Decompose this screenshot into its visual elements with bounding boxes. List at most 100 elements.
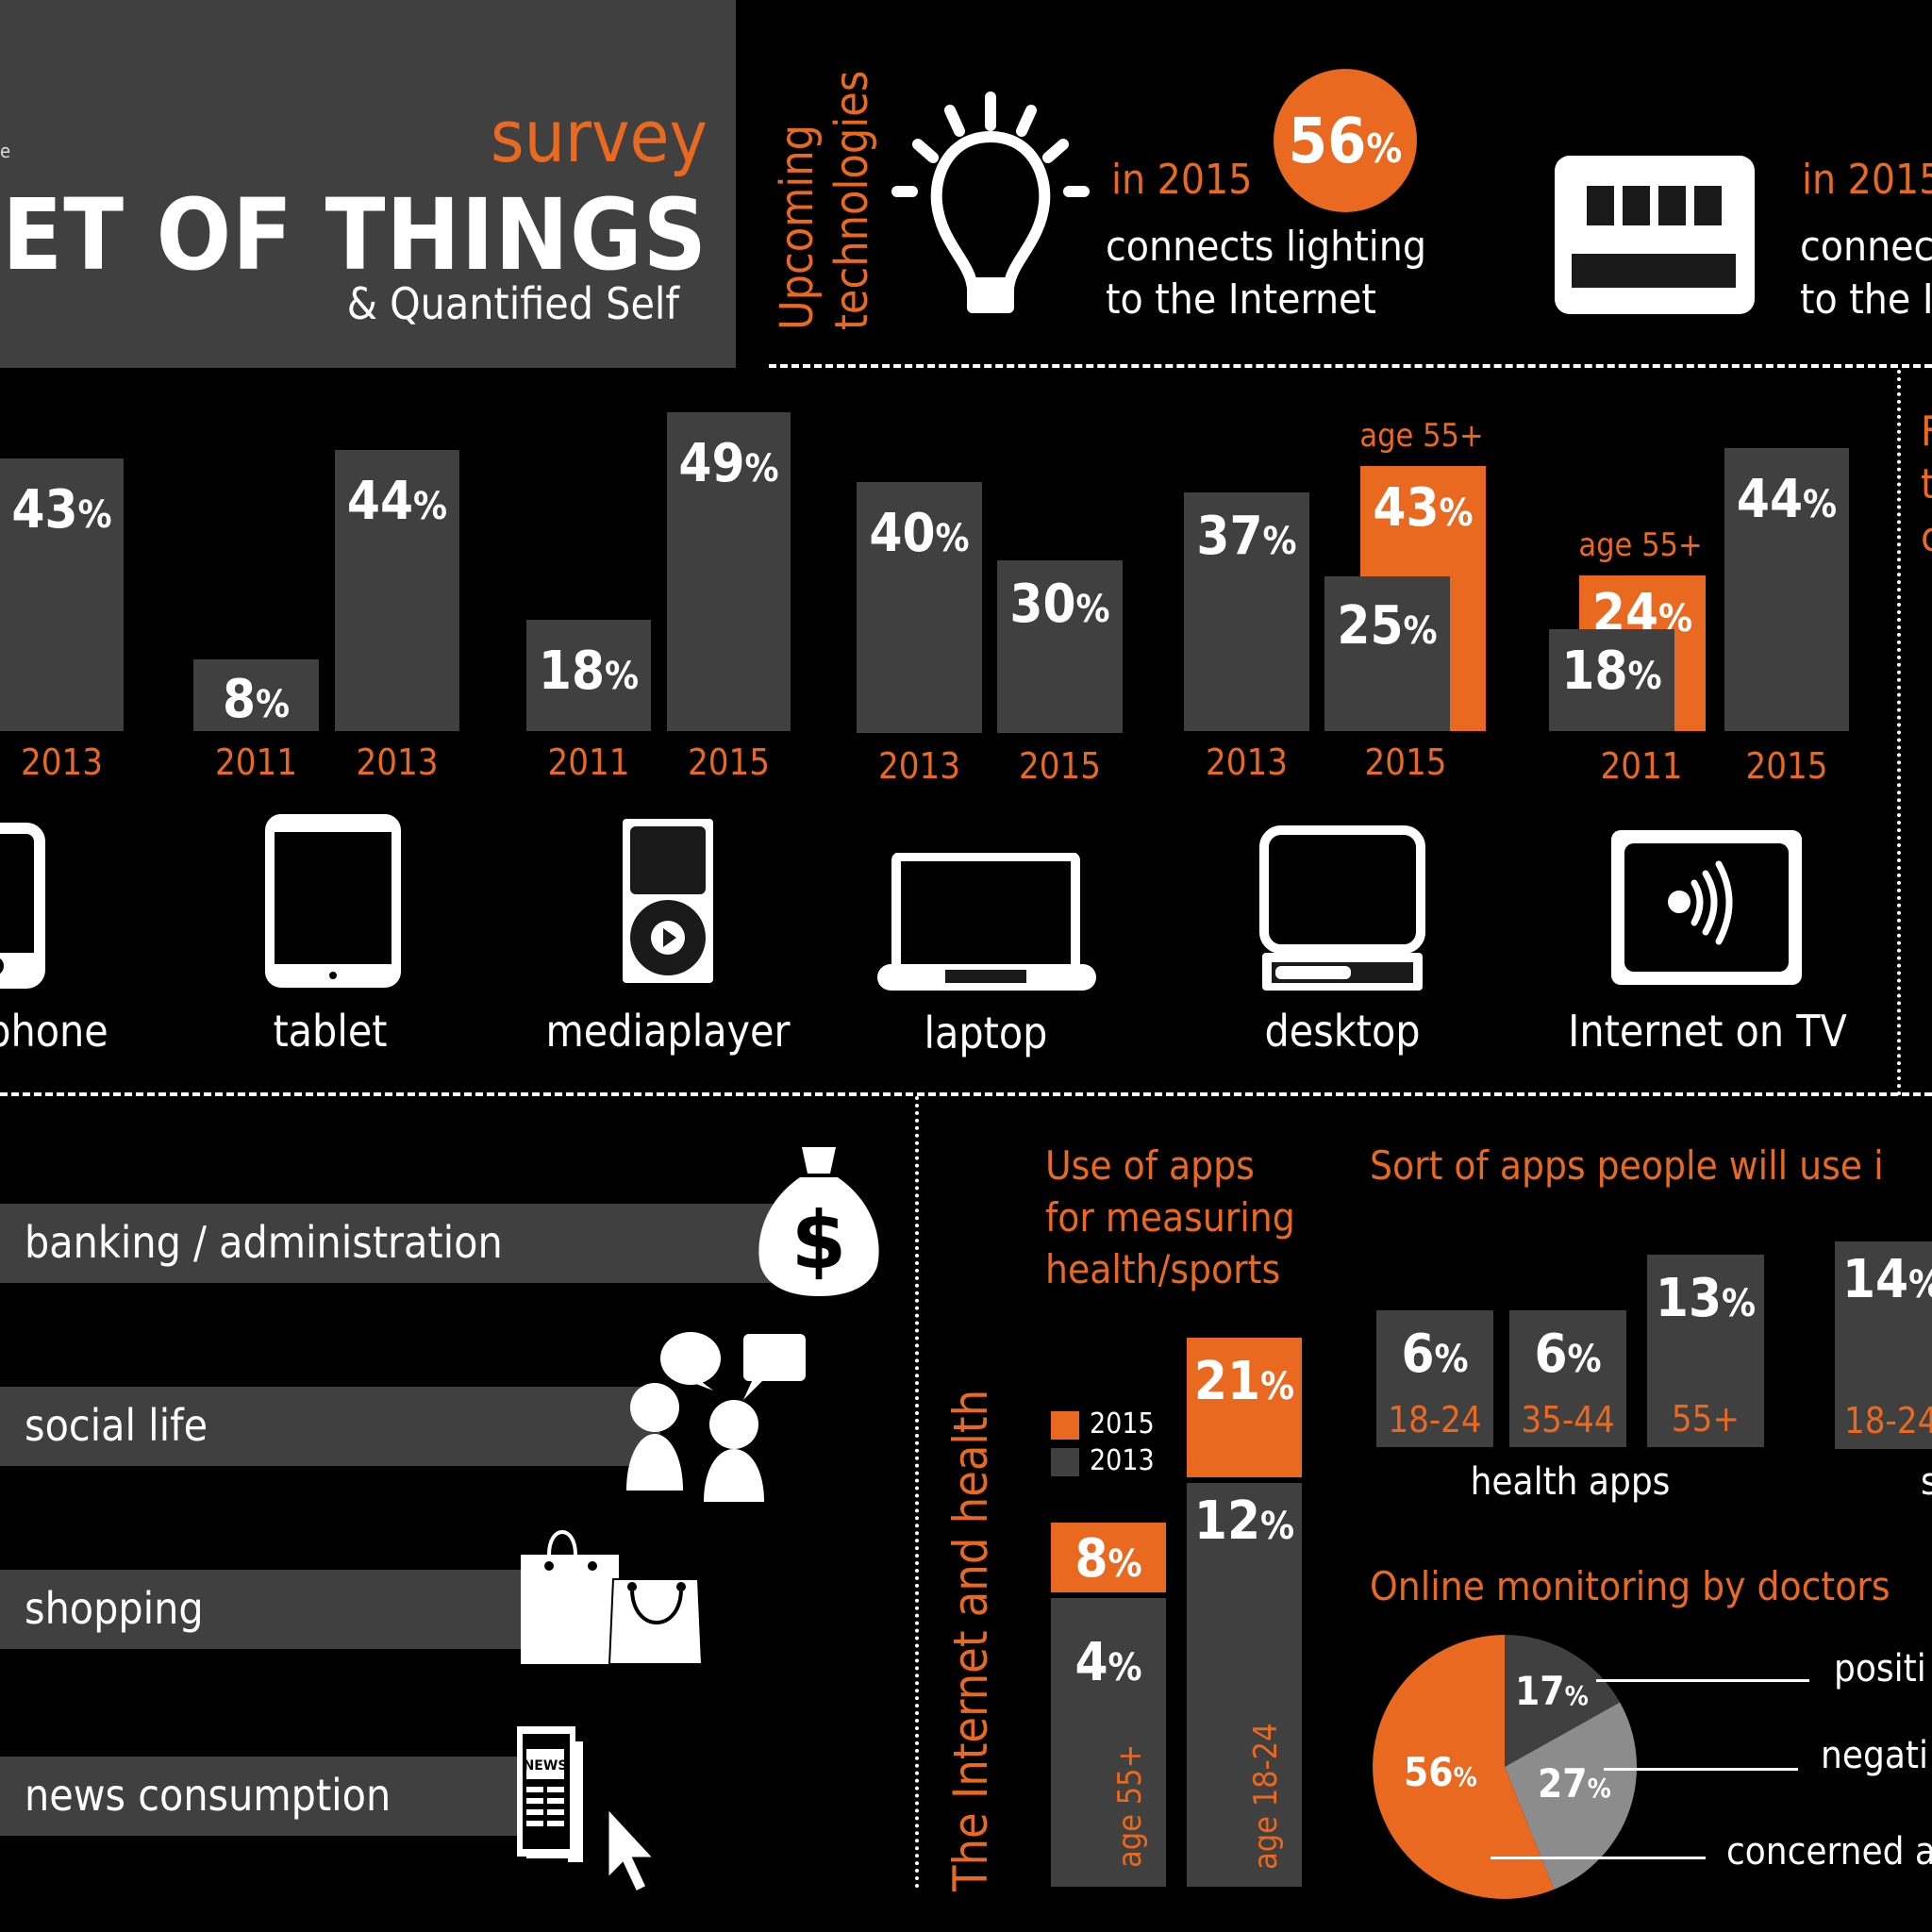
pie-label-17: 17% — [1515, 1668, 1589, 1714]
device2-description: connec to the I — [1800, 221, 1932, 326]
right-cutoff-text: F t c — [1921, 408, 1932, 561]
smartphone-icon — [0, 823, 45, 989]
svg-text:NEWS: NEWS — [524, 1758, 568, 1774]
bar-tablet-2011: 8% — [193, 659, 319, 731]
bar-health-app-18-24: 6% 18-24 — [1376, 1310, 1493, 1447]
apps-cat-55: age 55+ — [1111, 1743, 1149, 1868]
bar-laptop-2013: 40% — [857, 482, 982, 733]
health-apps-group-label: health apps — [1470, 1460, 1671, 1504]
divider-middle — [0, 1092, 1932, 1096]
lighting-description: connects lighting to the Internet — [1106, 221, 1426, 326]
year-tablet-2011: 2011 — [215, 741, 297, 783]
lighting-percent-value: 56 — [1288, 105, 1367, 177]
pie-legend-positive: positi — [1834, 1647, 1926, 1690]
bar-phone-2013: 43% — [0, 458, 124, 731]
divider-right-vertical — [1897, 370, 1901, 1096]
device-label-tablet: tablet — [273, 1006, 388, 1057]
monitoring-title: Online monitoring by doctors — [1370, 1563, 1890, 1609]
pie-legend-negative: negati — [1821, 1734, 1928, 1777]
device-label-laptop: laptop — [924, 1008, 1048, 1058]
apps-cat-18: age 18-24 — [1247, 1723, 1285, 1870]
divider-health-vertical — [915, 1096, 919, 1889]
year-mediaplayer-2015: 2015 — [688, 741, 770, 783]
tagline-fragment: e — [0, 140, 11, 162]
mediaplayer-icon — [623, 819, 713, 983]
bar-laptop-2015: 30% — [997, 560, 1123, 733]
year-laptop-2015: 2015 — [1019, 745, 1101, 787]
pie-slice-concerned — [1373, 1635, 1555, 1899]
bar-mediaplayer-2011: 18% — [526, 620, 651, 731]
pie-leader-positive — [1596, 1679, 1809, 1682]
device2-desc-line1: connec — [1800, 223, 1932, 271]
desktop-age-note: age 55+ — [1359, 417, 1484, 455]
pie-leader-negative — [1604, 1768, 1798, 1771]
shopping-bags-icon — [521, 1530, 704, 1664]
internet-tv-icon — [1611, 830, 1802, 985]
year-mediaplayer-2011: 2011 — [547, 741, 630, 783]
year-desktop-2015: 2015 — [1364, 741, 1447, 783]
activity-bar-social: social life — [0, 1387, 660, 1466]
page-title: NET OF THINGS — [0, 177, 708, 292]
news-click-icon: NEWS — [517, 1726, 658, 1894]
year-phone-2013: 2013 — [21, 741, 103, 783]
tv-age-note: age 55+ — [1578, 526, 1703, 564]
activity-bar-shopping: shopping — [0, 1570, 528, 1649]
lighting-percent-circle: 56% — [1274, 69, 1417, 212]
second-group-label: s — [1921, 1460, 1932, 1504]
device-label-phone: phone — [0, 1006, 108, 1057]
activity-bar-banking: banking / administration — [0, 1204, 783, 1283]
page-subtitle: & Quantified Self — [346, 278, 679, 329]
bar-tablet-2013: 44% — [335, 450, 459, 731]
year-tablet-2013: 2013 — [356, 741, 439, 783]
year-tv-2011: 2011 — [1600, 745, 1683, 787]
bar-health-app-35-44: 6% 35-44 — [1509, 1310, 1626, 1447]
health-section-title: The Internet and health — [943, 1389, 998, 1891]
divider-top — [769, 364, 1932, 368]
pie-legend-concerned: concerned a — [1726, 1830, 1932, 1874]
money-bag-icon: $ — [758, 1147, 879, 1296]
device2-desc-line2: to the I — [1800, 275, 1932, 324]
legend-swatch-2015 — [1051, 1411, 1079, 1440]
activity-label-shopping: shopping — [25, 1583, 204, 1634]
bar-apps-55-2013: 4% age 55+ — [1051, 1598, 1166, 1887]
laptop-icon — [877, 853, 1096, 991]
device-label-mediaplayer: mediaplayer — [545, 1006, 791, 1057]
bar-apps-18-2015: 21% — [1187, 1338, 1302, 1477]
year-laptop-2013: 2013 — [878, 745, 960, 787]
pie-slice-negative — [1505, 1702, 1638, 1890]
legend-swatch-2013 — [1051, 1448, 1079, 1476]
activity-bar-news: news consumption — [0, 1757, 528, 1836]
pie-slice-positive — [1505, 1635, 1621, 1767]
pie-label-56: 56% — [1404, 1749, 1477, 1795]
activity-label-news: news consumption — [25, 1770, 391, 1821]
bar-tv-2015: 44% — [1724, 448, 1849, 731]
year-desktop-2013: 2013 — [1206, 741, 1288, 783]
title-panel: e survey NET OF THINGS & Quantified Self — [0, 0, 736, 368]
apps-usage-title: Use of apps for measuring health/sports — [1045, 1142, 1295, 1292]
lighting-percent-sign: % — [1366, 125, 1403, 172]
sort-of-apps-title: Sort of apps people will use i — [1370, 1142, 1884, 1189]
lighting-desc-line2: to the Internet — [1106, 275, 1376, 324]
pie-label-27: 27% — [1538, 1760, 1611, 1807]
activity-label-social: social life — [25, 1400, 208, 1451]
bar-apps-18-2013: 12% age 18-24 — [1187, 1483, 1302, 1887]
lightbulb-icon — [891, 92, 1090, 313]
svg-text:$: $ — [791, 1194, 846, 1287]
thermostat-icon — [1555, 156, 1755, 314]
desktop-icon — [1259, 825, 1425, 991]
year-tv-2015: 2015 — [1745, 745, 1828, 787]
bar-apps-55-2015: 8% — [1051, 1523, 1166, 1592]
legend-label-2013: 2013 — [1090, 1444, 1155, 1477]
pie-leader-concerned — [1491, 1857, 1706, 1859]
bar-desktop-2013: 37% — [1184, 492, 1309, 731]
device-label-desktop: desktop — [1264, 1006, 1421, 1057]
tablet-icon — [265, 814, 401, 988]
lighting-year: in 2015 — [1111, 156, 1253, 204]
activity-label-banking: banking / administration — [25, 1217, 503, 1268]
survey-label: survey — [490, 94, 708, 178]
people-chat-icon — [626, 1332, 806, 1502]
legend-label-2015: 2015 — [1090, 1407, 1155, 1441]
bar-mediaplayer-2015: 49% — [667, 412, 791, 731]
bar-second-group-18-24: 14% 18-24 — [1835, 1241, 1932, 1449]
